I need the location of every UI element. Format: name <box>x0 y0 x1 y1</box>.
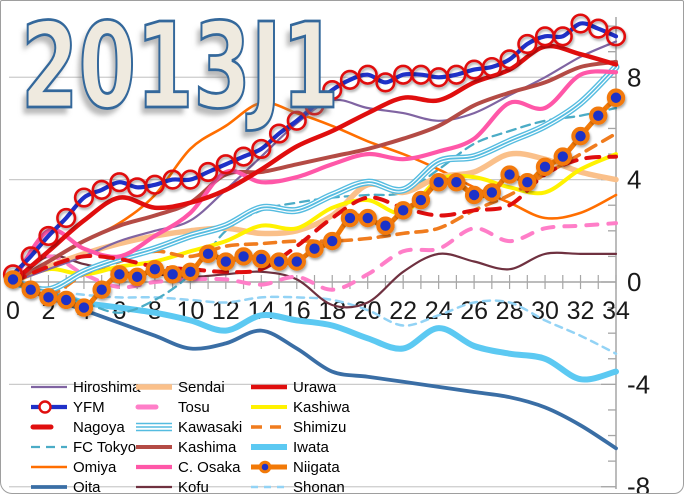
y-tick-label: 8 <box>627 62 641 92</box>
series-shonan <box>11 280 618 355</box>
series-oita <box>11 280 618 451</box>
series-kashima <box>11 59 618 284</box>
y-tick-label: -8 <box>627 472 650 493</box>
series-kawasaki <box>9 63 620 294</box>
x-tick-label: 0 <box>6 297 20 325</box>
y-tick-label: -4 <box>627 369 650 399</box>
y-tick-label: 4 <box>627 165 641 195</box>
series-sendai <box>10 150 619 285</box>
series-niigata <box>3 88 626 317</box>
series-iwata <box>10 279 619 383</box>
series-nagoya <box>11 154 618 284</box>
yfm-markers <box>2 13 627 285</box>
x-tick-label: 22 <box>389 297 417 325</box>
series-tosu <box>11 221 618 292</box>
x-tick-label: 32 <box>567 297 595 325</box>
x-tick-label: 6 <box>112 297 126 325</box>
x-tick-label: 34 <box>602 297 630 325</box>
series-yfm <box>2 13 627 285</box>
y-tick-label: 0 <box>627 267 641 297</box>
niigata-markers <box>3 88 626 317</box>
